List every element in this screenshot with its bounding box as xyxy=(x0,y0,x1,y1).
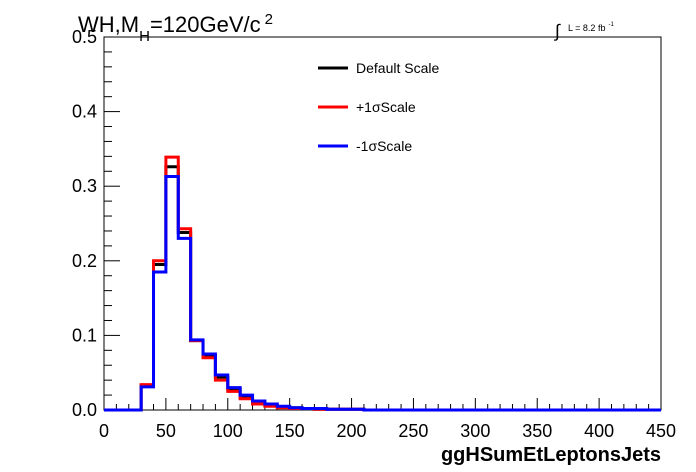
lumi-label: L = 8.2 fb -1 xyxy=(568,22,614,33)
legend: Default Scale +1σScale -1σScale xyxy=(318,60,439,154)
x-tick-label: 200 xyxy=(337,421,367,441)
x-tick-label: 250 xyxy=(398,421,428,441)
x-tick-label: 350 xyxy=(522,421,552,441)
series-line-2 xyxy=(104,175,661,412)
x-tick-label: 100 xyxy=(213,421,243,441)
x-axis-label: ggHSumEtLeptonsJets xyxy=(441,444,661,466)
chart-title: WH,MH=120GeV/c 2 xyxy=(78,11,273,45)
x-tick-label: 50 xyxy=(156,421,176,441)
x-tick-label: 300 xyxy=(460,421,490,441)
series-line-1 xyxy=(104,155,661,412)
y-tick-label: 0.4 xyxy=(72,102,97,122)
x-tick-label: 150 xyxy=(275,421,305,441)
y-tick-label: 0.1 xyxy=(72,325,97,345)
legend-label-plus: +1σScale xyxy=(356,99,416,115)
lumi-integral-symbol: ∫ xyxy=(553,21,561,41)
plot-frame xyxy=(103,36,662,411)
legend-label-minus: -1σScale xyxy=(356,138,412,154)
legend-label-default: Default Scale xyxy=(356,60,439,76)
y-tick-label: 0.0 xyxy=(72,400,97,420)
y-axis: 0.0 0.1 0.2 0.3 0.4 0.5 xyxy=(72,27,120,420)
x-axis: 0 50 100 150 200 250 300 350 400 450 xyxy=(99,398,676,441)
x-tick-label: 400 xyxy=(584,421,614,441)
y-tick-label: 0.2 xyxy=(72,251,97,271)
series-line-0 xyxy=(104,165,661,412)
y-tick-label: 0.3 xyxy=(72,176,97,196)
x-tick-label: 0 xyxy=(99,421,109,441)
x-tick-label: 450 xyxy=(646,421,676,441)
series-layer xyxy=(104,155,661,412)
y-tick-label: 0.5 xyxy=(72,27,97,47)
